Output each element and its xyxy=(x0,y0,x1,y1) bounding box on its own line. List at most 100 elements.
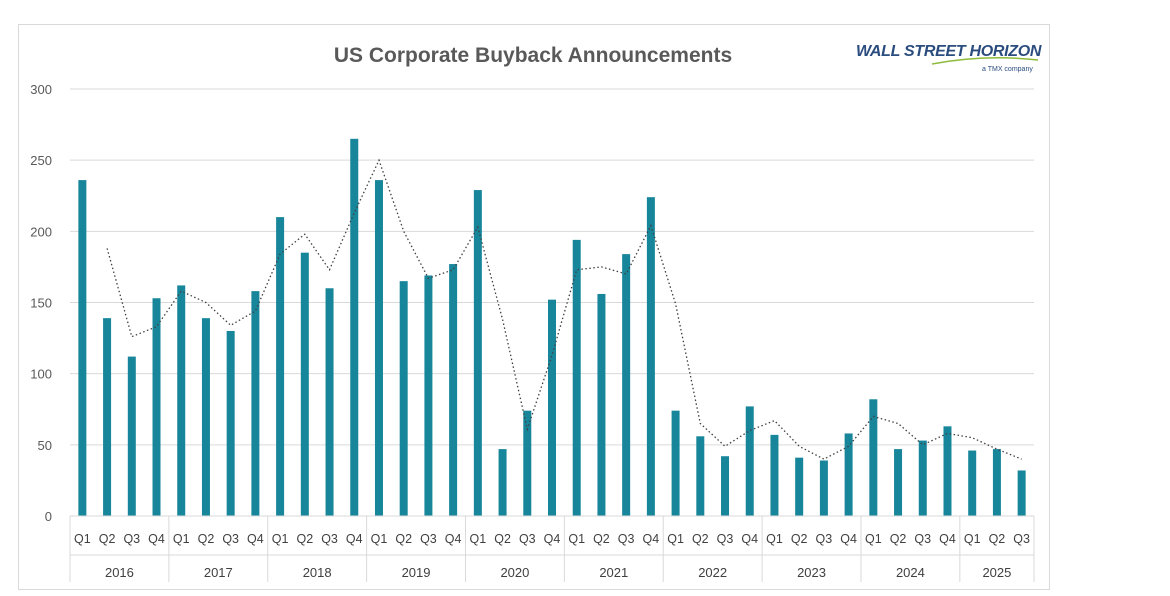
bar-Q1 xyxy=(671,410,680,516)
bar-Q1 xyxy=(770,434,779,516)
bar-Q4 xyxy=(646,197,655,516)
x-tick-label: Q1 xyxy=(568,532,585,546)
year-label: 2025 xyxy=(982,565,1011,580)
year-label: 2022 xyxy=(698,565,727,580)
bar-Q4 xyxy=(152,298,161,516)
x-tick-label: Q3 xyxy=(1013,532,1030,546)
x-tick-label: Q2 xyxy=(296,532,313,546)
bar-Q2 xyxy=(300,252,309,516)
x-tick-label: Q4 xyxy=(939,532,956,546)
bar-Q2 xyxy=(201,318,210,516)
bar-Q1 xyxy=(78,180,87,517)
x-tick-label: Q2 xyxy=(395,532,412,546)
y-tick-label: 0 xyxy=(45,509,52,524)
x-tick-label: Q4 xyxy=(148,532,165,546)
bar-Q1 xyxy=(374,180,383,517)
bar-Q2 xyxy=(498,449,507,516)
year-label: 2020 xyxy=(500,565,529,580)
bar-Q2 xyxy=(894,449,903,516)
bar-Q1 xyxy=(177,285,186,516)
bar-Q4 xyxy=(745,406,754,516)
x-tick-label: Q3 xyxy=(222,532,239,546)
y-tick-label: 250 xyxy=(30,153,52,168)
x-tick-label: Q1 xyxy=(964,532,981,546)
x-tick-label: Q4 xyxy=(741,532,758,546)
chart-title: US Corporate Buyback Announcements xyxy=(334,44,732,67)
bar-Q3 xyxy=(424,275,433,516)
bar-Q2 xyxy=(399,281,408,516)
bar-Q1 xyxy=(968,450,977,516)
y-tick-label: 300 xyxy=(30,82,52,97)
bar-Q3 xyxy=(325,288,334,516)
bar-Q1 xyxy=(276,217,285,516)
bar-Q4 xyxy=(844,433,853,516)
y-axis: 0 50 100 150 200 250 300 xyxy=(30,82,52,524)
x-tick-label: Q3 xyxy=(321,532,338,546)
bar-Q1 xyxy=(572,239,581,516)
x-tick-label: Q1 xyxy=(470,532,487,546)
bar-Q4 xyxy=(548,299,556,516)
x-tick-label: Q1 xyxy=(766,532,783,546)
x-tick-label: Q2 xyxy=(593,532,610,546)
x-tick-label: Q2 xyxy=(890,532,907,546)
logo-swoosh-icon xyxy=(931,57,1039,65)
x-tick-label: Q2 xyxy=(791,532,808,546)
x-tick-label: Q4 xyxy=(544,532,561,546)
bar-Q3 xyxy=(127,356,136,516)
bar-Q2 xyxy=(103,318,112,516)
bar-Q3 xyxy=(622,254,631,516)
bar-Q4 xyxy=(350,138,359,517)
bar-Q2 xyxy=(795,457,804,516)
bar-Q2 xyxy=(696,436,705,516)
x-tick-label: Q3 xyxy=(618,532,635,546)
year-label: 2024 xyxy=(896,565,925,580)
bar-Q3 xyxy=(1017,470,1026,516)
x-tick-label: Q1 xyxy=(865,532,882,546)
moving-average-polyline xyxy=(106,158,1022,460)
x-tick-label: Q4 xyxy=(247,532,264,546)
x-tick-label: Q1 xyxy=(74,532,91,546)
x-tick-label: Q2 xyxy=(99,532,116,546)
year-label: 2023 xyxy=(797,565,826,580)
moving-average-line xyxy=(106,158,1022,460)
x-tick-label: Q3 xyxy=(717,532,734,546)
x-tick-label: Q3 xyxy=(123,532,140,546)
x-tick-label: Q1 xyxy=(173,532,190,546)
year-label: 2018 xyxy=(303,565,332,580)
bar-Q1 xyxy=(473,190,482,516)
bar-Q3 xyxy=(226,330,235,516)
chart-frame xyxy=(18,24,1050,590)
x-tick-label: Q2 xyxy=(989,532,1006,546)
y-tick-label: 150 xyxy=(30,296,52,311)
bar-Q4 xyxy=(251,291,260,516)
x-axis: Q1 Q2 Q3 Q4 2016 Q1 Q2 Q3 Q4 2017 Q1 Q2 Q3 Q4 2018 Q1 Q2… xyxy=(69,515,1035,582)
bar-Q4 xyxy=(943,426,952,516)
bar-Q1 xyxy=(869,399,878,516)
x-tick-label: Q4 xyxy=(445,532,462,546)
logo-tagline: a TMX company xyxy=(982,66,1033,73)
x-tick-label: Q4 xyxy=(346,532,363,546)
x-tick-label: Q3 xyxy=(914,532,931,546)
year-label: 2017 xyxy=(204,565,233,580)
x-tick-label: Q1 xyxy=(272,532,289,546)
bar-Q4 xyxy=(449,264,458,516)
year-label: 2016 xyxy=(105,565,134,580)
logo-wall-street-horizon: WALL STREET HORIZON xyxy=(856,43,1042,60)
x-tick-label: Q4 xyxy=(840,532,857,546)
y-tick-label: 200 xyxy=(30,224,52,239)
x-tick-label: Q2 xyxy=(198,532,215,546)
bar-Q3 xyxy=(523,410,532,516)
x-tick-label: Q1 xyxy=(667,532,684,546)
bar-Q2 xyxy=(597,293,606,516)
y-tick-label: 100 xyxy=(30,367,52,382)
bar-Q3 xyxy=(721,456,730,516)
x-tick-label: Q3 xyxy=(519,532,536,546)
x-tick-label: Q4 xyxy=(643,532,660,546)
bar-Q3 xyxy=(918,440,927,516)
x-tick-label: Q3 xyxy=(420,532,437,546)
bar-Q2 xyxy=(992,449,1001,516)
x-tick-label: Q2 xyxy=(494,532,511,546)
x-tick-label: Q3 xyxy=(816,532,833,546)
bar-series xyxy=(78,138,1026,517)
